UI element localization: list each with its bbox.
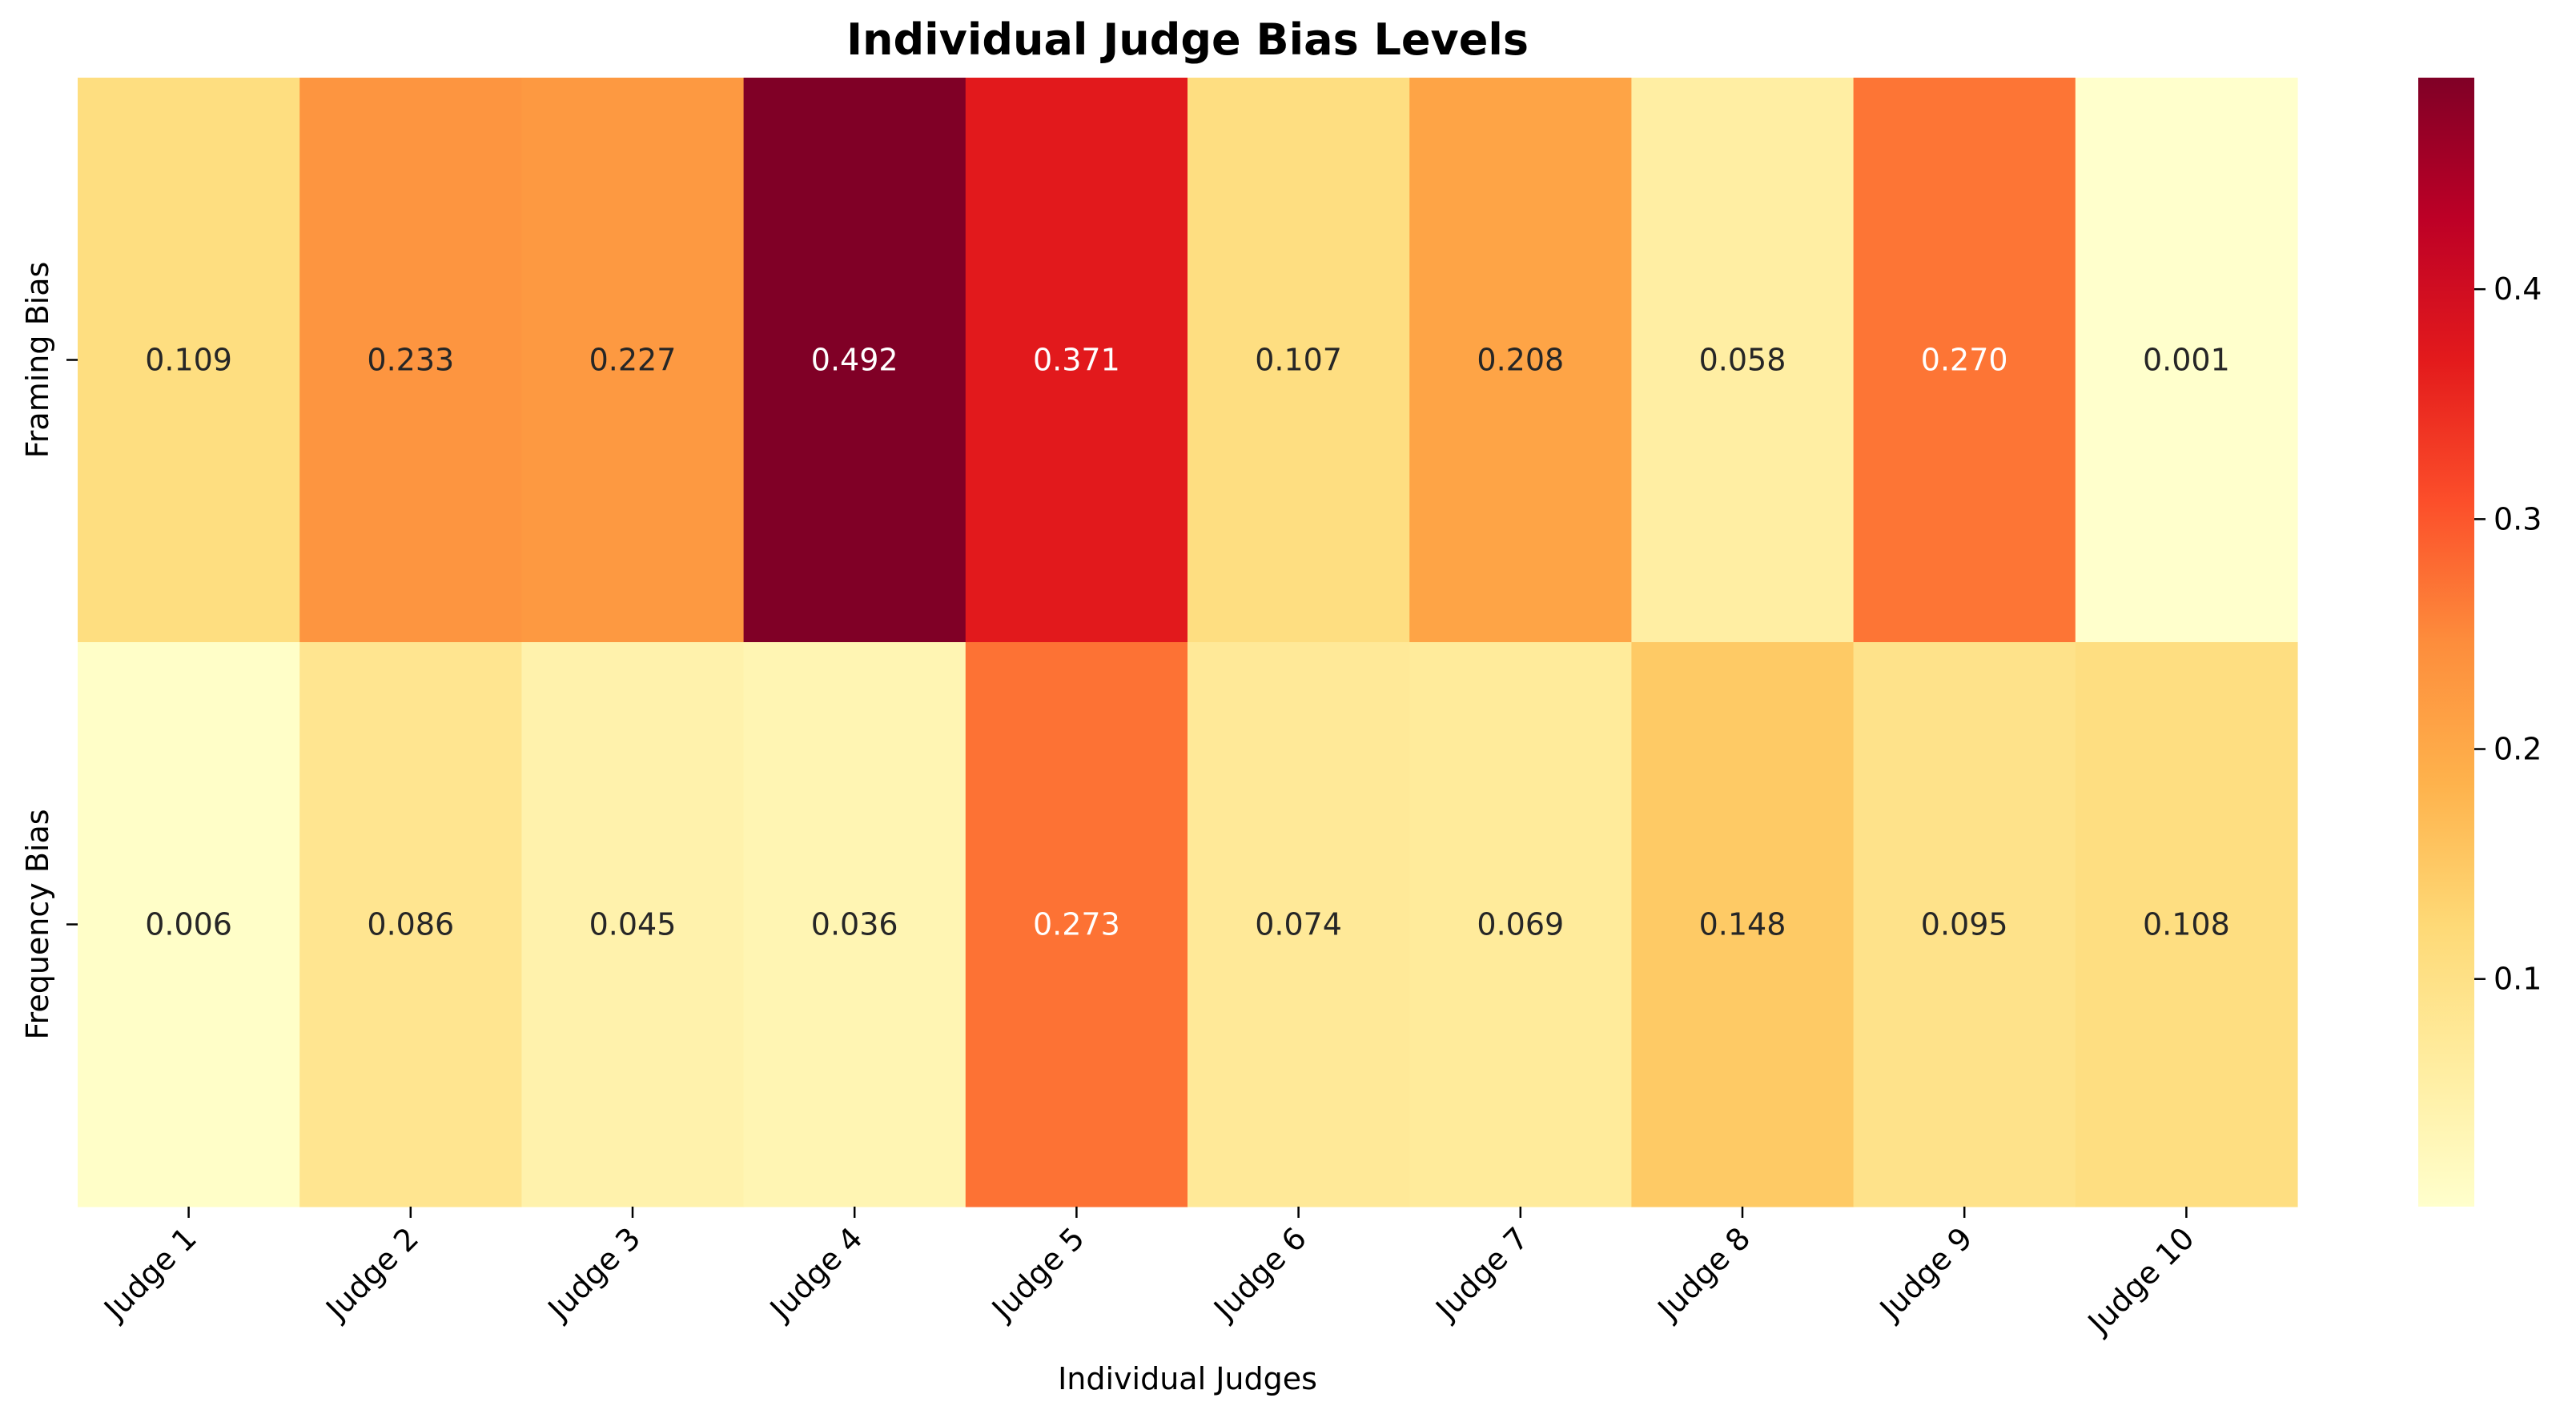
cell-value-label: 0.058 <box>1699 343 1786 378</box>
cell-value-label: 0.492 <box>811 343 898 378</box>
cell-value-label: 0.074 <box>1255 907 1342 942</box>
cell-value-label: 0.095 <box>1921 907 2008 942</box>
x-tick-label: Judge 4 <box>762 1220 870 1328</box>
cell-value-label: 0.273 <box>1033 907 1120 942</box>
heatmap-cell <box>1188 78 1410 643</box>
cell-value-label: 0.227 <box>589 343 677 378</box>
x-axis-label: Individual Judges <box>1058 1361 1317 1396</box>
cell-value-label: 0.109 <box>145 343 232 378</box>
heatmap-cell <box>743 78 967 643</box>
heatmap-cell <box>1853 78 2076 643</box>
heatmap-cell <box>1631 642 1855 1207</box>
heatmap-cell <box>965 78 1188 643</box>
heatmap-cell <box>2075 78 2298 643</box>
x-tick-labels: Judge 1 Judge 2 Judge 3 Judge 4 Judge 5 Judge… <box>96 1207 2201 1341</box>
heatmap-cell <box>78 642 300 1207</box>
heatmap-cell <box>1409 78 1632 643</box>
heatmap-cell <box>1631 78 1855 643</box>
x-tick-label: Judge 8 <box>1650 1220 1758 1328</box>
colorbar: 0.1 0.2 0.3 0.4 <box>2418 78 2542 1207</box>
x-tick-label: Judge 3 <box>541 1220 648 1328</box>
heatmap-cells: 0.109 0.233 0.227 0.492 0.371 0.107 0.208 0.058… <box>78 78 2298 1207</box>
heatmap-cell <box>1409 642 1632 1207</box>
x-tick-label: Judge 6 <box>1206 1220 1313 1328</box>
heatmap-cell <box>1853 642 2076 1207</box>
y-tick-label: Framing Bias <box>20 262 55 459</box>
heatmap-cell <box>78 78 300 643</box>
heatmap-cell <box>965 642 1188 1207</box>
x-tick-label: Judge 7 <box>1428 1220 1535 1328</box>
cell-value-label: 0.233 <box>367 343 454 378</box>
chart-title: Individual Judge Bias Levels <box>846 14 1529 65</box>
cell-value-label: 0.107 <box>1255 343 1342 378</box>
x-tick-label: Judge 2 <box>318 1220 425 1328</box>
heatmap-cell <box>521 642 745 1207</box>
heatmap-cell <box>743 642 967 1207</box>
cell-value-label: 0.036 <box>811 907 898 942</box>
x-tick-label: Judge 10 <box>2080 1220 2201 1341</box>
cell-value-label: 0.108 <box>2143 907 2230 942</box>
cell-value-label: 0.270 <box>1921 343 2008 378</box>
colorbar-tick-label: 0.2 <box>2494 732 2542 767</box>
colorbar-tick-label: 0.1 <box>2494 962 2542 997</box>
colorbar-tick-label: 0.3 <box>2494 501 2542 536</box>
heatmap-cell <box>521 78 745 643</box>
cell-value-label: 0.208 <box>1477 343 1564 378</box>
heatmap-cell <box>1188 642 1410 1207</box>
cell-value-label: 0.006 <box>145 907 232 942</box>
y-tick-label: Frequency Bias <box>20 809 55 1039</box>
cell-value-label: 0.069 <box>1477 907 1564 942</box>
cell-value-label: 0.001 <box>2143 343 2230 378</box>
cell-value-label: 0.148 <box>1699 907 1786 942</box>
colorbar-gradient <box>2418 78 2474 1207</box>
x-tick-label: Judge 5 <box>984 1220 1091 1328</box>
colorbar-tick-label: 0.4 <box>2494 271 2542 307</box>
heatmap-cell <box>299 642 522 1207</box>
cell-value-label: 0.371 <box>1033 343 1120 378</box>
cell-value-label: 0.086 <box>367 907 454 942</box>
x-tick-label: Judge 9 <box>1872 1220 1979 1328</box>
heatmap-cell <box>2075 642 2298 1207</box>
x-tick-label: Judge 1 <box>96 1220 203 1328</box>
heatmap-cell <box>299 78 522 643</box>
cell-value-label: 0.045 <box>589 907 677 942</box>
y-tick-labels: Framing Bias Frequency Bias <box>20 262 78 1040</box>
